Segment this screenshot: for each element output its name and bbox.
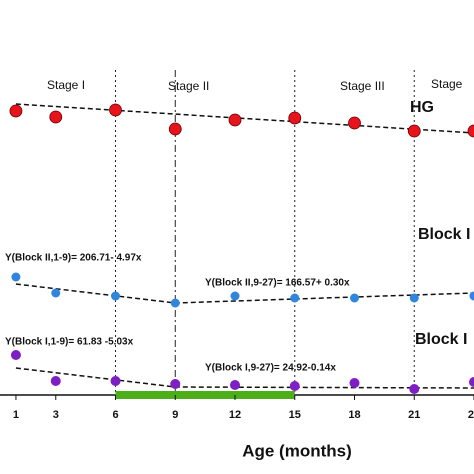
point: [49, 110, 63, 124]
point: [10, 350, 21, 360]
point: [349, 378, 360, 388]
point: [288, 111, 302, 125]
point: [170, 298, 180, 308]
x-axis-label: Age (months): [242, 441, 352, 460]
point: [469, 291, 474, 301]
point: [407, 124, 421, 138]
point: [230, 291, 240, 301]
equation: Y(Block II,1-9)= 206.71- 4.97x: [5, 253, 142, 264]
stage-label: Stage I: [47, 78, 85, 92]
point: [109, 103, 122, 117]
point: [348, 116, 361, 130]
equation: Y(Block I,1-9)= 61.83 -5.03x: [5, 337, 134, 348]
highlight-range: [115, 391, 295, 399]
point: [409, 384, 420, 394]
x-tick-label: 12: [229, 409, 241, 421]
x-tick-label: 18: [348, 409, 360, 421]
series-label: Block I: [415, 331, 467, 348]
point: [51, 288, 61, 298]
x-tick-label: 9: [172, 409, 178, 421]
fit-line: [15, 103, 474, 134]
point: [409, 293, 419, 303]
x-tick-label: 21: [408, 409, 420, 421]
x-tick-label: 1: [13, 409, 19, 421]
point: [50, 376, 61, 386]
point: [350, 293, 360, 303]
point: [469, 377, 474, 387]
point: [111, 291, 121, 301]
point: [170, 379, 181, 389]
x-tick-label: 3: [53, 409, 59, 421]
x-tick-label: 24: [468, 409, 474, 421]
point: [9, 104, 23, 118]
point: [110, 376, 121, 386]
stage-label: Stage II: [168, 79, 209, 93]
point: [228, 113, 242, 127]
series-label: HG: [410, 99, 434, 116]
equation: Y(Block I,9-27)= 24.92-0.14x: [205, 363, 336, 374]
series-label: Block I: [418, 226, 470, 243]
point: [467, 124, 474, 138]
point: [230, 380, 241, 390]
equation: Y(Block II,9-27)= 166.57+ 0.30x: [205, 278, 350, 289]
stage-label: Stage III: [340, 79, 385, 93]
x-tick-label: 6: [112, 409, 118, 421]
point: [289, 381, 300, 391]
x-tick-label: 15: [289, 409, 301, 421]
point: [11, 272, 21, 282]
point: [290, 293, 300, 303]
point: [168, 122, 182, 136]
stage-label: Stage: [431, 77, 463, 91]
